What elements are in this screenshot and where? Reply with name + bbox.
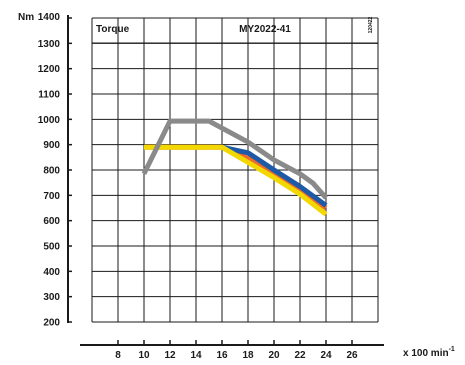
x-tick-labels: 8 10 12 14 16 18 20 22 24 26 <box>115 340 358 361</box>
x-axis-title: x 100 min-1 <box>403 346 455 359</box>
x-tick-label: 22 <box>294 350 306 361</box>
header-center-label: MY2022-41 <box>239 24 291 35</box>
x-tick-label: 26 <box>346 350 358 361</box>
y-tick-label: 1200 <box>38 64 61 75</box>
x-tick-label: 16 <box>216 350 228 361</box>
series-line-3 <box>144 144 328 217</box>
y-tick-labels: 200 300 400 500 600 700 800 900 1000 1100 1200 1300… <box>38 12 72 329</box>
x-tick-label: 18 <box>242 350 254 361</box>
y-tick-label: 500 <box>43 242 60 253</box>
grid <box>91 17 379 323</box>
y-tick-label: 400 <box>43 267 60 278</box>
y-tick-label: 800 <box>43 166 60 177</box>
series-line-2 <box>221 144 328 208</box>
x-tick-label: 14 <box>190 350 202 361</box>
y-tick-label: 900 <box>43 140 60 151</box>
x-tick-label: 8 <box>115 350 121 361</box>
series-lines <box>141 118 328 217</box>
x-tick-label: 10 <box>138 350 150 361</box>
header-left-label: Torque <box>96 24 130 35</box>
y-axis-title: Nm <box>18 12 34 23</box>
y-tick-label: 200 <box>43 318 60 329</box>
y-tick-label: 1100 <box>38 90 60 101</box>
y-tick-label: 1400 <box>38 12 61 23</box>
y-tick-label: 1000 <box>38 115 61 126</box>
series-line-4 <box>141 118 328 200</box>
x-tick-label: 20 <box>268 350 280 361</box>
chart-code: 120422 <box>368 16 374 33</box>
x-tick-label: 24 <box>320 350 332 361</box>
x-axis-unit-exponent: -1 <box>449 346 455 353</box>
x-axis-unit: x 100 min <box>403 348 449 359</box>
x-tick-label: 12 <box>164 350 176 361</box>
chart-header: Torque MY2022-41 120422 <box>96 16 374 35</box>
y-tick-label: 1300 <box>38 39 61 50</box>
y-tick-label: 300 <box>43 292 60 303</box>
y-axis-unit: Nm <box>18 12 34 23</box>
y-tick-label: 700 <box>43 191 60 202</box>
y-tick-label: 600 <box>43 216 60 227</box>
